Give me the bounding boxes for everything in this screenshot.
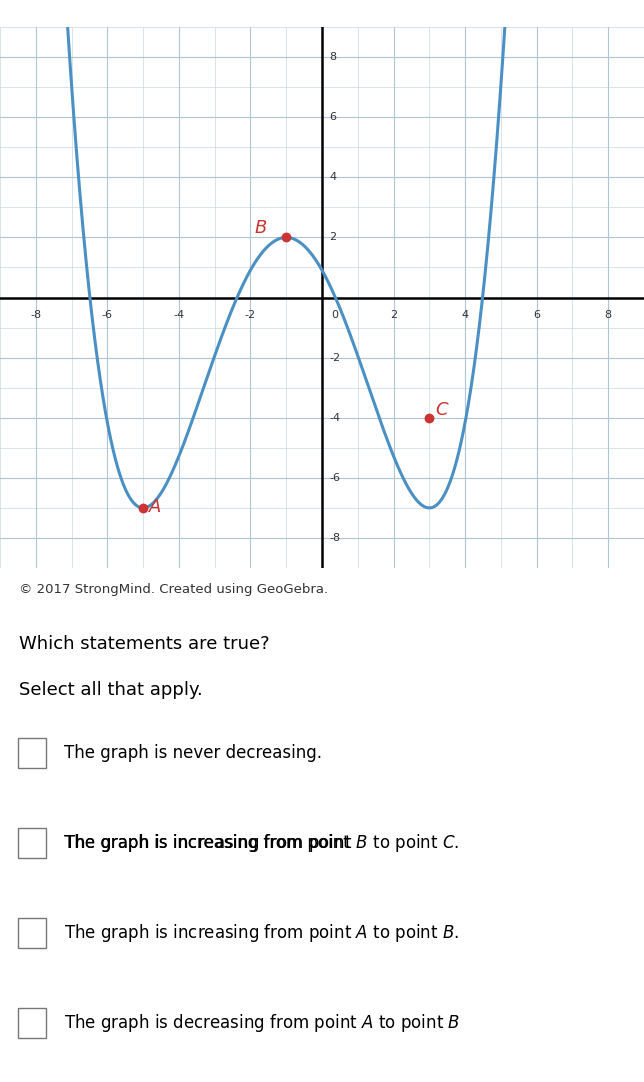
Text: -2: -2 (329, 353, 340, 362)
FancyBboxPatch shape (18, 738, 46, 768)
Text: -6: -6 (102, 309, 113, 319)
Text: 4: 4 (329, 172, 336, 183)
Text: -8: -8 (30, 309, 41, 319)
Text: -2: -2 (245, 309, 256, 319)
Text: 2: 2 (390, 309, 397, 319)
FancyBboxPatch shape (18, 1007, 46, 1038)
Text: 4: 4 (462, 309, 469, 319)
Text: © 2017 StrongMind. Created using GeoGebra.: © 2017 StrongMind. Created using GeoGebr… (19, 583, 328, 596)
Text: $B$: $B$ (254, 219, 267, 237)
Text: 8: 8 (329, 52, 336, 62)
Text: 8: 8 (605, 309, 612, 319)
Text: -4: -4 (173, 309, 184, 319)
Point (138, 499, 148, 516)
Text: Which statements are true?: Which statements are true? (19, 635, 270, 652)
Text: $A$: $A$ (149, 499, 162, 516)
Text: The graph is increasing from point: The graph is increasing from point (64, 834, 355, 852)
FancyBboxPatch shape (18, 828, 46, 858)
Text: 0: 0 (331, 309, 338, 319)
Text: -4: -4 (329, 412, 340, 423)
Text: The graph is increasing from point $\mathit{B}$ to point $\mathit{C}$.: The graph is increasing from point $\mat… (64, 832, 460, 854)
Text: 6: 6 (329, 113, 336, 122)
Text: The graph is never decreasing.: The graph is never decreasing. (64, 744, 323, 762)
Text: 6: 6 (533, 309, 540, 319)
Point (424, 409, 435, 426)
Text: $C$: $C$ (435, 400, 450, 419)
Point (281, 228, 291, 246)
Text: -8: -8 (329, 533, 340, 543)
Text: The graph is decreasing from point $\mathit{A}$ to point $\mathit{B}$: The graph is decreasing from point $\mat… (64, 1012, 460, 1034)
Text: 2: 2 (329, 233, 336, 242)
Text: -6: -6 (329, 473, 340, 483)
Text: Select all that apply.: Select all that apply. (19, 682, 203, 699)
FancyBboxPatch shape (18, 918, 46, 948)
Text: The graph is increasing from point $\mathit{A}$ to point $\mathit{B}$.: The graph is increasing from point $\mat… (64, 922, 460, 944)
